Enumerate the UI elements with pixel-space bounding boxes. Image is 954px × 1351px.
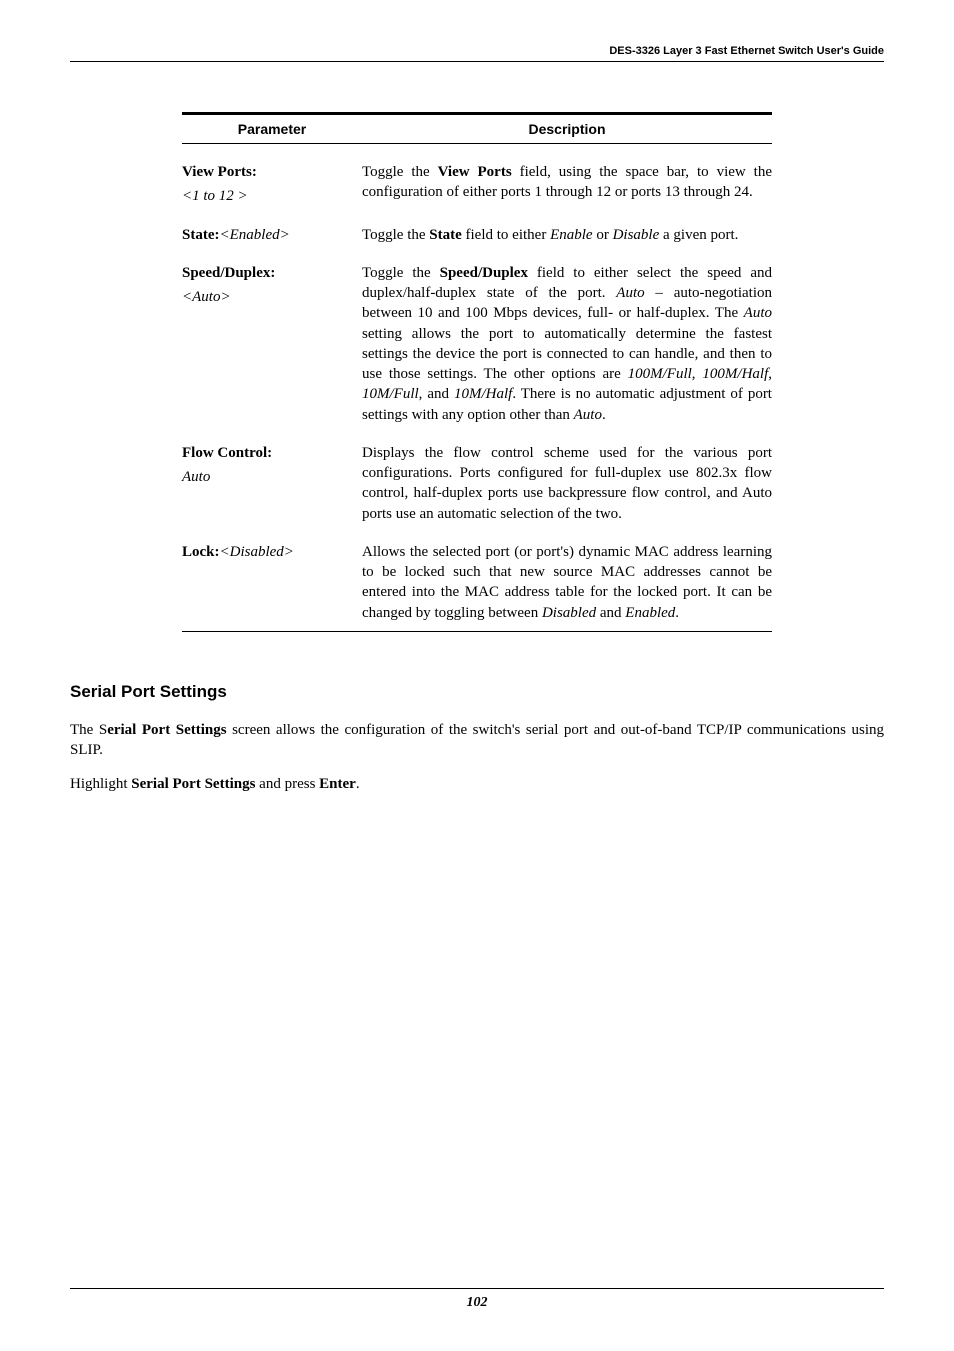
param-desc-flow-control: Displays the flow control scheme used fo… [362,443,772,524]
param-label-flow-control: Flow Control: [182,443,362,463]
table-row: State:<Enabled> Toggle the State field t… [182,225,772,245]
section-heading-serial-port: Serial Port Settings [70,682,884,702]
param-sublabel-state: <Enabled> [220,227,290,243]
param-desc-lock: Allows the selected port (or port's) dyn… [362,542,772,623]
table-header-row: Parameter Description [182,112,772,144]
param-desc-state: Toggle the State field to either Enable … [362,225,772,245]
column-header-description: Description [362,121,772,137]
parameter-table: Parameter Description View Ports: <1 to … [182,112,772,632]
page-footer-number: 102 [70,1288,884,1311]
param-sublabel-lock: <Disabled> [220,544,294,560]
param-desc-speed-duplex: Toggle the Speed/Duplex field to either … [362,263,772,425]
table-row: Lock:<Disabled> Allows the selected port… [182,542,772,623]
body-text-2: Highlight Serial Port Settings and press… [70,774,884,794]
table-row: Speed/Duplex: <Auto> Toggle the Speed/Du… [182,263,772,425]
param-label-lock: Lock: [182,544,220,560]
table-row: View Ports: <1 to 12 > Toggle the View P… [182,162,772,207]
body-text-1: The Serial Port Settings screen allows t… [70,720,884,761]
param-sublabel-flow-control: Auto [182,467,362,487]
page-header: DES-3326 Layer 3 Fast Ethernet Switch Us… [70,45,884,62]
param-desc-view-ports: Toggle the View Ports field, using the s… [362,162,772,207]
param-sublabel-speed-duplex: <Auto> [182,287,362,307]
table-row: Flow Control: Auto Displays the flow con… [182,443,772,524]
param-label-view-ports: View Ports: [182,162,362,182]
param-label-speed-duplex: Speed/Duplex: [182,263,362,283]
table-bottom-border [182,631,772,632]
column-header-parameter: Parameter [182,121,362,137]
param-label-state: State: [182,227,220,243]
param-sublabel-view-ports: <1 to 12 > [182,186,362,206]
